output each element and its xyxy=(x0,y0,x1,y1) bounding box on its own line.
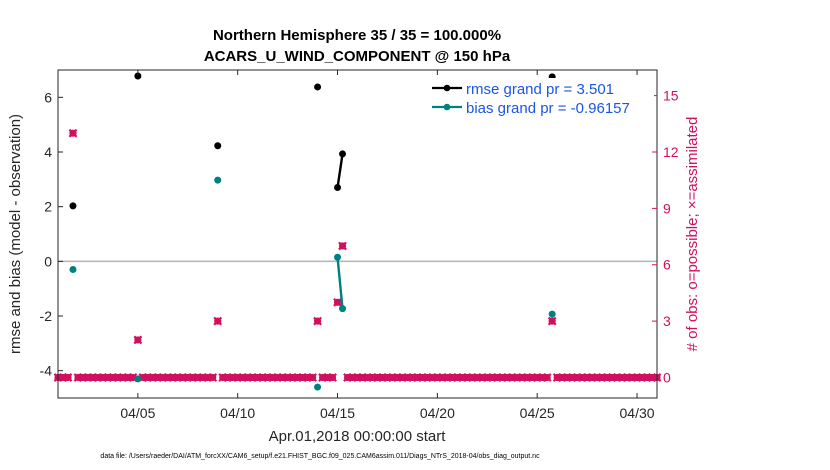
y-tick-label: 2 xyxy=(44,199,52,215)
obs-assimilated-marker xyxy=(328,373,337,382)
bias-point xyxy=(334,253,342,261)
rmse-point xyxy=(134,72,142,80)
x-tick-label: 04/05 xyxy=(120,405,155,421)
legend-rmse-label: rmse grand pr = 3.501 xyxy=(466,81,614,98)
obs-assimilated-marker xyxy=(313,316,322,326)
bias-line xyxy=(336,257,344,309)
legend-bias-label: bias grand pr = -0.96157 xyxy=(466,100,630,117)
rmse-point xyxy=(69,202,77,210)
axis-ticks: -4 -2 0 2 4 6 0 3 6 9 12 15 04/05 04/10 04/15 04/20 04/2… xyxy=(40,70,679,421)
y-axis-right-label: # of obs: o=possible; ×=assimilated xyxy=(684,117,701,352)
legend: rmse grand pr = 3.501 bias grand pr = -0… xyxy=(428,78,654,118)
obs-assimilated-marker xyxy=(208,373,218,382)
bias-point xyxy=(314,383,322,391)
x-axis-label: Apr.01,2018 00:00:00 start xyxy=(269,428,447,445)
bias-series xyxy=(69,176,556,391)
y-right-tick-label: 15 xyxy=(663,88,679,104)
y-tick-label: 0 xyxy=(44,253,52,269)
obs-count-series xyxy=(53,128,662,382)
rmse-point xyxy=(334,184,342,192)
obs-assimilated-marker xyxy=(213,316,223,326)
x-tick-label: 04/10 xyxy=(220,405,255,421)
bias-point xyxy=(339,305,347,313)
bias-point xyxy=(134,375,142,383)
bias-point xyxy=(548,310,556,318)
y-right-tick-label: 12 xyxy=(663,144,679,160)
y-tick-label: 6 xyxy=(44,89,52,105)
obs-assimilated-marker xyxy=(333,297,342,307)
obs-assimilated-marker xyxy=(338,241,347,251)
rmse-point xyxy=(314,83,322,91)
plot-frame xyxy=(57,69,658,399)
x-tick-label: 04/25 xyxy=(520,405,555,421)
bias-point xyxy=(69,266,77,274)
x-tick-label: 04/15 xyxy=(320,405,355,421)
legend-rmse-marker xyxy=(443,84,451,92)
obs-assimilated-marker xyxy=(547,316,557,326)
y-axis-label: rmse and bias (model - observation) xyxy=(7,114,24,354)
y-right-tick-label: 3 xyxy=(663,313,671,329)
y-right-tick-label: 9 xyxy=(663,200,671,216)
rmse-line xyxy=(336,153,344,188)
y-right-tick-label: 6 xyxy=(663,257,671,273)
chart-title: Northern Hemisphere 35 / 35 = 100.000% A… xyxy=(204,27,511,65)
obs-assimilated-marker xyxy=(133,335,143,345)
y-tick-label: -4 xyxy=(40,363,53,379)
plot-area xyxy=(58,70,657,398)
obs-assimilated-marker xyxy=(308,373,317,382)
footnote: data file: /Users/raeder/DAI/ATM_forcXX/… xyxy=(100,453,540,460)
y-tick-label: 4 xyxy=(44,144,52,160)
x-tick-label: 04/20 xyxy=(420,405,455,421)
rmse-point xyxy=(214,142,222,150)
chart-title-line-1: Northern Hemisphere 35 / 35 = 100.000% xyxy=(213,27,501,44)
y-right-tick-label: 0 xyxy=(663,370,671,386)
legend-bias-marker xyxy=(443,103,451,111)
obs-assimilated-marker xyxy=(68,128,78,138)
bias-point xyxy=(214,176,222,184)
chart-marks xyxy=(53,72,662,391)
y-tick-label: -2 xyxy=(40,308,53,324)
obs-assimilated-marker xyxy=(542,373,552,382)
chart-title-line-2: ACARS_U_WIND_COMPONENT @ 150 hPa xyxy=(204,48,511,65)
rmse-point xyxy=(339,150,347,158)
x-tick-label: 04/30 xyxy=(620,405,655,421)
legend-box xyxy=(428,78,654,118)
obs-assimilated-marker xyxy=(63,373,73,382)
